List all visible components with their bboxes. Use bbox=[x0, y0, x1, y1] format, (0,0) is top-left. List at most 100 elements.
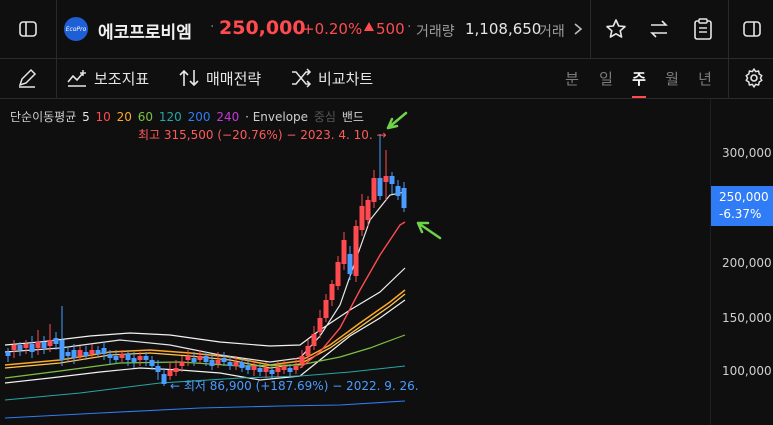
candle-body-11 bbox=[71, 350, 77, 358]
candle-body-9 bbox=[59, 340, 65, 360]
candle-body-58 bbox=[353, 226, 359, 276]
period-month[interactable]: 월 bbox=[665, 69, 679, 88]
sidebar-left-button[interactable] bbox=[0, 0, 56, 58]
high-price-label: 최고 315,500 (−20.76%) − 2023. 4. 10. → bbox=[138, 128, 387, 142]
legend-envelope-mid: 중심 bbox=[313, 110, 336, 124]
chart-toolbar: 보조지표 매매전략 비교차트 분 일 주 월 년 bbox=[0, 58, 773, 99]
star-icon bbox=[606, 19, 626, 38]
candle-body-43 bbox=[263, 368, 269, 372]
pencil-icon bbox=[18, 68, 37, 88]
favorite-button[interactable] bbox=[592, 0, 640, 58]
candle-body-0 bbox=[5, 352, 11, 356]
envelope-lower-line bbox=[4, 299, 406, 384]
y-tick-200000: 200,000 bbox=[722, 256, 772, 270]
candle-body-61 bbox=[371, 178, 377, 202]
expand-info-button[interactable] bbox=[566, 0, 590, 58]
candle-body-5 bbox=[35, 342, 41, 348]
legend-ma-120: 120 bbox=[158, 110, 182, 124]
candle-body-10 bbox=[65, 352, 71, 356]
period-year[interactable]: 년 bbox=[698, 69, 712, 88]
candle-body-35 bbox=[215, 360, 221, 364]
swap-button[interactable] bbox=[636, 0, 682, 58]
candle-body-62 bbox=[377, 178, 383, 196]
legend-ma-200: 200 bbox=[187, 110, 211, 124]
memo-button[interactable] bbox=[680, 0, 726, 58]
candle-body-1 bbox=[11, 345, 17, 350]
candle-body-45 bbox=[275, 368, 281, 372]
candle-body-23 bbox=[143, 356, 149, 360]
sidebar-right-button[interactable] bbox=[730, 0, 773, 58]
legend-ma-240: 240 bbox=[216, 110, 240, 124]
candle-body-12 bbox=[77, 350, 83, 356]
candle-body-32 bbox=[197, 356, 203, 360]
draw-tool-button[interactable] bbox=[16, 58, 44, 98]
sidebar-left-icon bbox=[19, 21, 37, 37]
period-day[interactable]: 일 bbox=[599, 69, 613, 88]
candle-body-42 bbox=[257, 368, 263, 372]
candle-body-52 bbox=[317, 318, 323, 332]
strategy-button[interactable]: 매매전략 bbox=[178, 58, 261, 98]
period-minute[interactable]: 분 bbox=[565, 69, 579, 88]
candle-body-18 bbox=[113, 356, 119, 360]
change-percent: +0.20% bbox=[302, 20, 363, 38]
candle-body-56 bbox=[341, 240, 347, 264]
indicator-line-icon bbox=[67, 70, 86, 87]
candle-body-57 bbox=[347, 254, 353, 274]
candle-body-15 bbox=[95, 350, 101, 354]
chevron-right-icon bbox=[574, 23, 583, 35]
candle-body-28 bbox=[173, 368, 179, 372]
candle-body-59 bbox=[359, 206, 365, 230]
stock-name[interactable]: 에코프로비엠 bbox=[98, 23, 192, 43]
candle-body-4 bbox=[29, 344, 35, 352]
candle-body-38 bbox=[233, 362, 239, 366]
candle-body-8 bbox=[53, 338, 59, 344]
volume-label: 거래량 bbox=[416, 24, 455, 40]
current-price-tag: 250,000 -6.37% bbox=[711, 186, 773, 226]
candle-body-31 bbox=[191, 358, 197, 362]
legend-band: 밴드 bbox=[341, 110, 364, 124]
candle-body-48 bbox=[293, 366, 299, 370]
candle-body-24 bbox=[149, 360, 155, 366]
candle-body-37 bbox=[227, 362, 233, 366]
price-chart[interactable] bbox=[0, 99, 773, 425]
candle-body-34 bbox=[209, 360, 215, 366]
period-week[interactable]: 주 bbox=[624, 58, 654, 98]
low-price-label: ← 최저 86,900 (+187.69%) − 2022. 9. 26. bbox=[170, 379, 419, 393]
candle-body-39 bbox=[239, 362, 245, 368]
highlight-arrow-bottom bbox=[416, 221, 442, 240]
candle-body-33 bbox=[203, 356, 209, 362]
compare-button[interactable]: 비교차트 bbox=[290, 58, 373, 98]
top-bar: EcoPro 에코프로비엠 · 250,000 +0.20% 500 · 거래량… bbox=[0, 0, 773, 59]
candle-body-40 bbox=[245, 366, 251, 370]
candle-body-44 bbox=[269, 370, 275, 374]
candle-body-51 bbox=[311, 334, 317, 346]
candle-body-50 bbox=[305, 346, 311, 356]
candle-body-30 bbox=[185, 356, 191, 360]
volume-extra-label: 거래 bbox=[539, 24, 565, 40]
candle-body-54 bbox=[329, 284, 335, 300]
sidebar-right-icon bbox=[742, 21, 761, 37]
change-amount: 500 bbox=[376, 20, 405, 38]
candle-body-64 bbox=[389, 176, 395, 184]
candle-body-6 bbox=[41, 342, 47, 348]
indicators-label: 보조지표 bbox=[94, 69, 150, 88]
current-price: 250,000 bbox=[219, 17, 306, 39]
candle-body-17 bbox=[107, 354, 113, 358]
compare-label: 비교차트 bbox=[318, 69, 374, 88]
settings-button[interactable] bbox=[743, 58, 771, 98]
candle-body-16 bbox=[101, 348, 107, 354]
up-down-arrows-icon bbox=[179, 69, 199, 87]
candle-body-53 bbox=[323, 300, 329, 318]
candle-body-22 bbox=[137, 356, 143, 360]
candle-body-25 bbox=[155, 366, 161, 372]
candle-body-66 bbox=[401, 188, 407, 208]
candle-body-27 bbox=[167, 370, 173, 376]
indicators-button[interactable]: 보조지표 bbox=[66, 58, 149, 98]
legend-envelope: · Envelope bbox=[245, 110, 309, 124]
y-tick-150000: 150,000 bbox=[722, 311, 772, 325]
ma200-line bbox=[4, 400, 406, 419]
envelope-upper-line bbox=[4, 267, 406, 347]
candle-body-20 bbox=[125, 354, 131, 360]
ma20-line bbox=[4, 289, 406, 366]
strategy-label: 매매전략 bbox=[206, 69, 262, 88]
